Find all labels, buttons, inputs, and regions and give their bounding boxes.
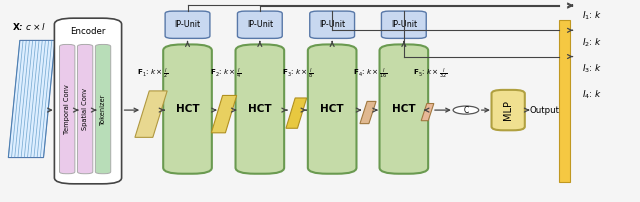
Text: Spatial Conv: Spatial Conv xyxy=(82,88,88,130)
Text: $\mathit{I}_4$: $k$: $\mathit{I}_4$: $k$ xyxy=(582,89,602,101)
Text: HCT: HCT xyxy=(248,104,271,114)
Text: HCT: HCT xyxy=(392,104,415,114)
FancyBboxPatch shape xyxy=(60,44,75,174)
Text: Temporal Conv: Temporal Conv xyxy=(64,84,70,134)
Text: IP-Unit: IP-Unit xyxy=(391,20,417,29)
FancyBboxPatch shape xyxy=(492,90,525,130)
FancyBboxPatch shape xyxy=(54,18,122,184)
FancyBboxPatch shape xyxy=(77,44,93,174)
Polygon shape xyxy=(421,103,434,121)
Text: $\mathbf{X}$: $c\times l$: $\mathbf{X}$: $c\times l$ xyxy=(12,21,45,32)
Text: IP-Unit: IP-Unit xyxy=(247,20,273,29)
Circle shape xyxy=(453,106,479,114)
Text: Tokenizer: Tokenizer xyxy=(100,93,106,125)
Text: IP-Unit: IP-Unit xyxy=(319,20,345,29)
FancyBboxPatch shape xyxy=(236,44,284,174)
Text: $\mathbf{F}_4$: $k\times\frac{l}{16}$: $\mathbf{F}_4$: $k\times\frac{l}{16}$ xyxy=(353,66,387,81)
FancyBboxPatch shape xyxy=(381,11,426,38)
Polygon shape xyxy=(360,101,376,124)
Polygon shape xyxy=(135,91,167,137)
FancyBboxPatch shape xyxy=(380,44,428,174)
Text: Encoder: Encoder xyxy=(70,27,106,36)
Text: C: C xyxy=(463,106,468,115)
Polygon shape xyxy=(211,96,237,133)
Text: HCT: HCT xyxy=(321,104,344,114)
Text: $\mathbf{F}_1$: $k\times\frac{l}{2}$: $\mathbf{F}_1$: $k\times\frac{l}{2}$ xyxy=(136,66,168,81)
Text: $\mathit{I}_2$: $k$: $\mathit{I}_2$: $k$ xyxy=(582,36,602,49)
FancyBboxPatch shape xyxy=(163,44,212,174)
FancyBboxPatch shape xyxy=(165,11,210,38)
Text: Output: Output xyxy=(530,106,560,115)
FancyBboxPatch shape xyxy=(310,11,355,38)
Polygon shape xyxy=(286,98,307,128)
Text: MLP: MLP xyxy=(503,100,513,120)
Text: $\mathbf{F}_5$: $k\times\frac{l}{32}$: $\mathbf{F}_5$: $k\times\frac{l}{32}$ xyxy=(413,66,447,81)
Bar xyxy=(559,20,570,182)
Text: $\mathit{I}_1$: $k$: $\mathit{I}_1$: $k$ xyxy=(582,10,602,22)
Text: IP-Unit: IP-Unit xyxy=(175,20,200,29)
Text: $\mathbf{F}_3$: $k\times\frac{l}{8}$: $\mathbf{F}_3$: $k\times\frac{l}{8}$ xyxy=(282,66,314,81)
Text: HCT: HCT xyxy=(176,104,199,114)
FancyBboxPatch shape xyxy=(308,44,356,174)
Text: $\mathit{I}_3$: $k$: $\mathit{I}_3$: $k$ xyxy=(582,62,602,75)
Text: $\mathbf{F}_2$: $k\times\frac{l}{4}$: $\mathbf{F}_2$: $k\times\frac{l}{4}$ xyxy=(209,66,241,81)
FancyBboxPatch shape xyxy=(95,44,111,174)
Polygon shape xyxy=(8,40,55,158)
FancyBboxPatch shape xyxy=(237,11,282,38)
